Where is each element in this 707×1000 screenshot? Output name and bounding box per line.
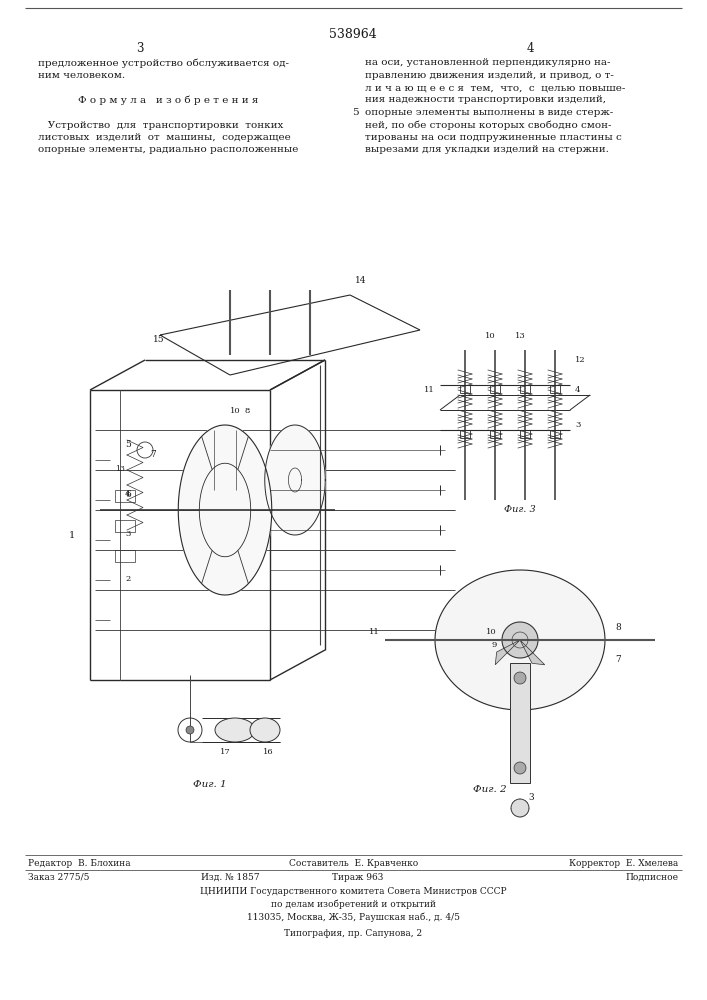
Text: 11: 11 <box>369 628 380 636</box>
Text: ней, по обе стороны которых свободно смон-: ней, по обе стороны которых свободно смо… <box>365 120 612 130</box>
Text: опорные элементы, радиально расположенные: опорные элементы, радиально расположенны… <box>38 145 298 154</box>
Text: Фиг. 1: Фиг. 1 <box>193 780 227 789</box>
Ellipse shape <box>215 718 255 742</box>
Bar <box>115 550 135 562</box>
Text: 5: 5 <box>351 108 358 117</box>
Text: Изд. № 1857: Изд. № 1857 <box>201 872 260 882</box>
Text: 8: 8 <box>615 624 621 633</box>
Bar <box>115 520 135 532</box>
Circle shape <box>186 726 194 734</box>
Text: 1: 1 <box>69 530 75 540</box>
Bar <box>115 490 135 502</box>
Text: 10: 10 <box>485 332 496 340</box>
Text: Устройство  для  транспортировки  тонких: Устройство для транспортировки тонких <box>38 120 284 129</box>
Text: тированы на оси подпружиненные пластины с: тированы на оси подпружиненные пластины … <box>365 133 621 142</box>
Polygon shape <box>264 425 325 535</box>
Text: Фиг. 3: Фиг. 3 <box>504 505 536 514</box>
Text: 11: 11 <box>424 386 435 394</box>
Text: листовых  изделий  от  машины,  содержащее: листовых изделий от машины, содержащее <box>38 133 291 142</box>
Text: 113035, Москва, Ж-35, Раушская наб., д. 4/5: 113035, Москва, Ж-35, Раушская наб., д. … <box>247 912 460 922</box>
Text: по делам изобретений и открытий: по делам изобретений и открытий <box>271 899 436 909</box>
Text: ним человеком.: ним человеком. <box>38 70 125 80</box>
Text: 8: 8 <box>245 407 250 415</box>
Text: Тираж 963: Тираж 963 <box>332 872 384 882</box>
Text: 3: 3 <box>575 421 580 429</box>
Text: 4: 4 <box>125 490 131 498</box>
Bar <box>510 663 530 783</box>
Text: 538964: 538964 <box>329 28 377 41</box>
Polygon shape <box>178 425 271 595</box>
Text: 9: 9 <box>491 641 497 649</box>
Text: Ф о р м у л а   и з о б р е т е н и я: Ф о р м у л а и з о б р е т е н и я <box>78 96 258 105</box>
Circle shape <box>514 672 526 684</box>
Text: 10: 10 <box>486 628 497 636</box>
Text: опорные элементы выполнены в виде стерж-: опорные элементы выполнены в виде стерж- <box>365 108 613 117</box>
Text: на оси, установленной перпендикулярно на-: на оси, установленной перпендикулярно на… <box>365 58 611 67</box>
Text: 7: 7 <box>615 656 621 664</box>
Polygon shape <box>435 570 605 710</box>
Text: 10: 10 <box>230 407 240 415</box>
Text: 3: 3 <box>528 793 534 802</box>
Text: 3: 3 <box>136 42 144 55</box>
Text: правлению движения изделий, и привод, о т-: правлению движения изделий, и привод, о … <box>365 70 614 80</box>
Text: ЦНИИПИ Государственного комитета Совета Министров СССР: ЦНИИПИ Государственного комитета Совета … <box>200 886 507 896</box>
Text: 4: 4 <box>526 42 534 55</box>
Text: 2: 2 <box>125 575 130 583</box>
Text: Фиг. 2: Фиг. 2 <box>473 785 507 794</box>
Text: 4: 4 <box>575 386 580 394</box>
Text: 3: 3 <box>125 530 130 538</box>
Text: предложенное устройство обслуживается од-: предложенное устройство обслуживается од… <box>38 58 289 68</box>
Text: ния надежности транспортировки изделий,: ния надежности транспортировки изделий, <box>365 96 606 104</box>
Text: Типография, пр. Сапунова, 2: Типография, пр. Сапунова, 2 <box>284 928 422 938</box>
Text: Заказ 2775/5: Заказ 2775/5 <box>28 872 90 882</box>
Circle shape <box>514 762 526 774</box>
Text: 17: 17 <box>220 748 230 756</box>
Text: 13: 13 <box>115 465 125 473</box>
Text: Составитель  Е. Кравченко: Составитель Е. Кравченко <box>289 858 418 867</box>
Text: 7: 7 <box>150 450 156 459</box>
Circle shape <box>511 799 529 817</box>
Text: Редактор  В. Блохина: Редактор В. Блохина <box>28 858 131 867</box>
Text: вырезами для укладки изделий на стержни.: вырезами для укладки изделий на стержни. <box>365 145 609 154</box>
Polygon shape <box>520 640 545 665</box>
Text: л и ч а ю щ е е с я  тем,  что,  с  целью повыше-: л и ч а ю щ е е с я тем, что, с целью по… <box>365 83 626 92</box>
Text: 12: 12 <box>575 356 585 364</box>
Text: Подписное: Подписное <box>626 872 679 882</box>
Text: 13: 13 <box>515 332 525 340</box>
Text: 16: 16 <box>263 748 274 756</box>
Text: 6: 6 <box>125 490 131 499</box>
Ellipse shape <box>250 718 280 742</box>
Text: 15: 15 <box>153 336 165 344</box>
Text: 14: 14 <box>355 276 366 285</box>
Text: 5: 5 <box>125 440 131 449</box>
Polygon shape <box>502 622 538 658</box>
Polygon shape <box>495 640 520 665</box>
Text: Корректор  Е. Хмелева: Корректор Е. Хмелева <box>569 858 679 867</box>
